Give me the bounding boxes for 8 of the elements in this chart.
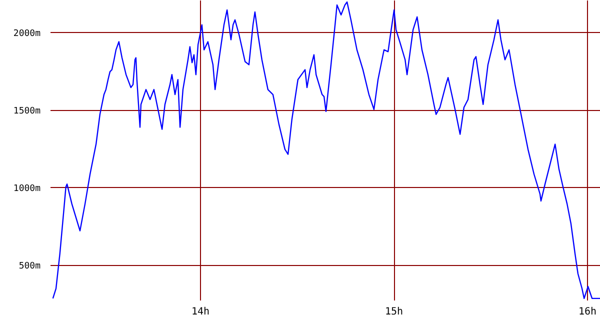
y-tick-label: 1500m [13,106,40,116]
line-series [52,1,600,300]
x-tick-label: 14h [191,306,210,318]
y-tick-label: 500m [18,262,40,272]
y-tick-label: 1000m [13,184,40,194]
x-tick-label: 15h [384,306,404,318]
y-tick-label: 2000m [13,28,40,39]
x-tick-label: 16h [578,306,597,318]
